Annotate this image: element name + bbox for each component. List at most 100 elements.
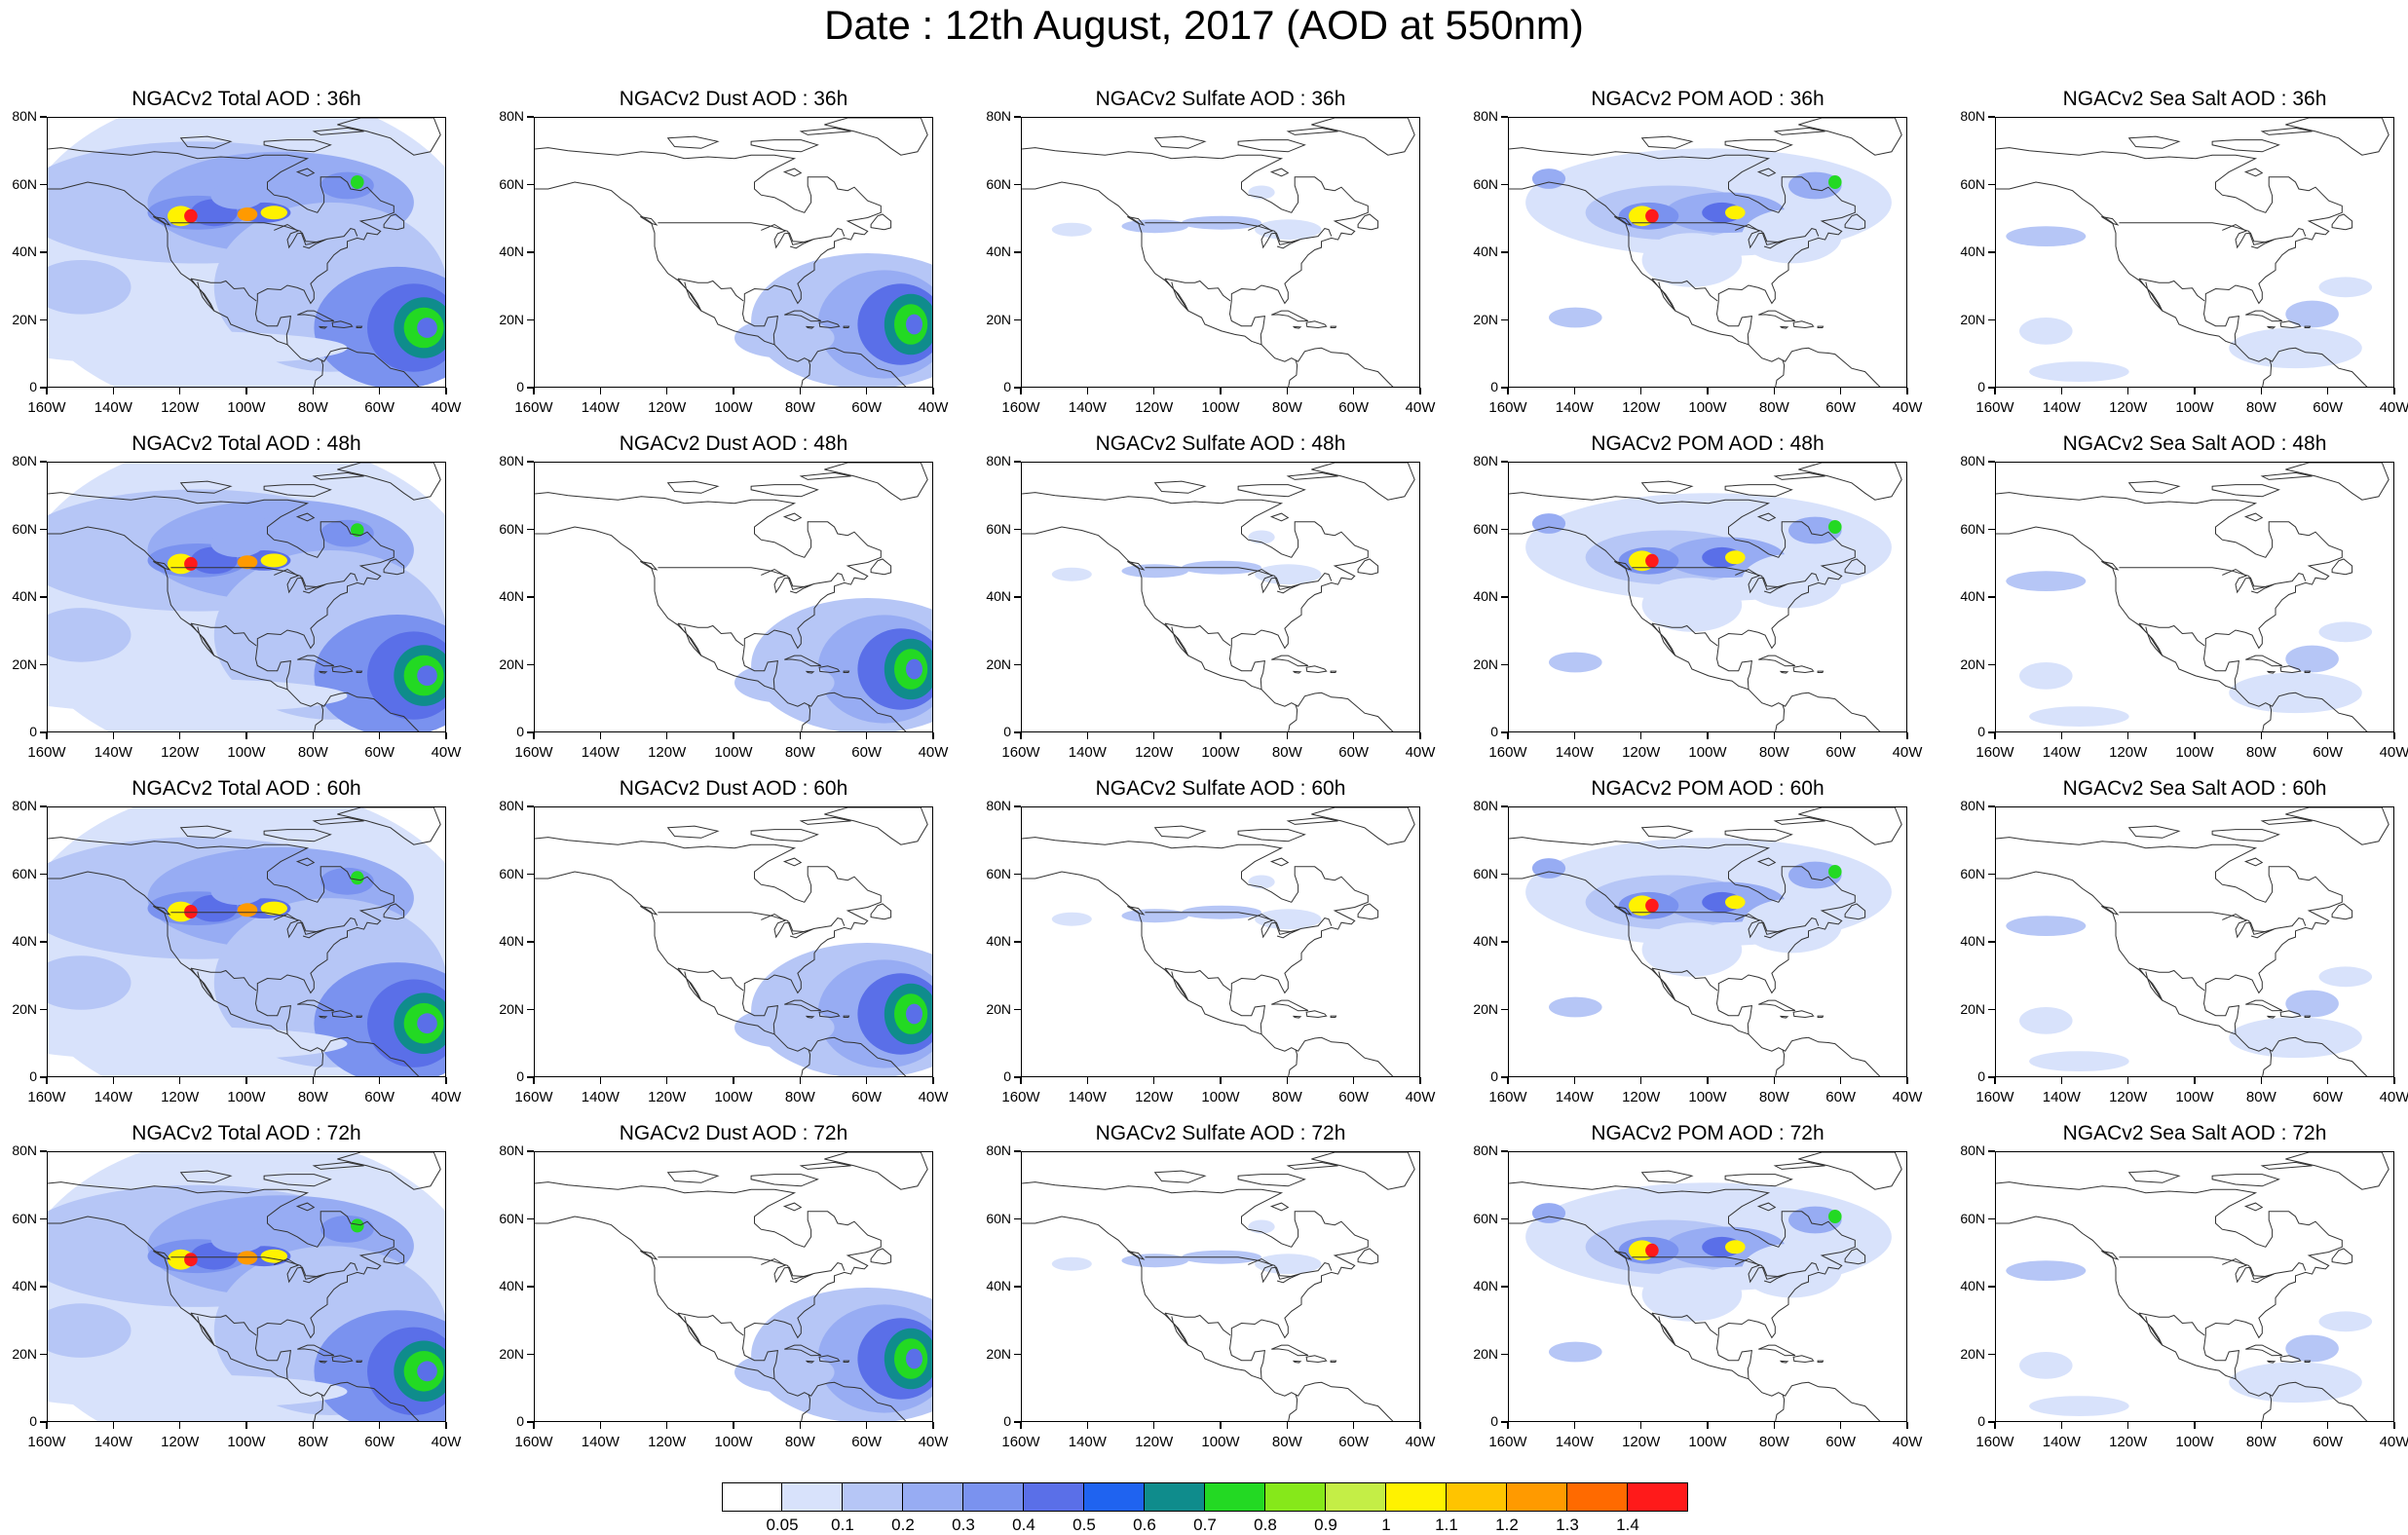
island-hispaniola — [1305, 320, 1328, 329]
map-frame — [1021, 806, 1420, 1077]
y-tick-label: 80N — [1473, 453, 1498, 468]
y-tick-mark — [1014, 941, 1021, 943]
island-cuba — [2245, 655, 2283, 667]
colorbar-swatch — [1145, 1482, 1205, 1512]
panel-title: NGACv2 POM AOD : 72h — [1591, 1122, 1825, 1144]
island-arctic — [1286, 471, 1338, 480]
island-arctic — [750, 1174, 819, 1187]
y-tick-label: 0 — [1003, 1413, 1011, 1429]
border-us-canada — [170, 1256, 358, 1280]
x-tick-mark — [378, 1077, 381, 1084]
y-tick-label: 60N — [499, 520, 524, 537]
aod-plume — [1742, 1243, 1842, 1298]
island-cuba — [1758, 310, 1796, 322]
island-arctic — [1640, 135, 1694, 149]
island-arctic — [1724, 139, 1793, 153]
aod-map — [1022, 118, 1415, 387]
y-tick-label: 60N — [12, 520, 37, 537]
y-tick-label: 80N — [1473, 108, 1498, 124]
x-tick-mark — [112, 388, 115, 394]
panel-title: NGACv2 Sulfate AOD : 36h — [1095, 88, 1346, 110]
x-tick-mark — [599, 388, 602, 394]
y-tick-mark — [1501, 873, 1508, 876]
y-tick-label: 60N — [499, 865, 524, 881]
coastline-pacific — [1509, 871, 1881, 1076]
coastline-atlantic — [1996, 492, 2343, 650]
y-tick-label: 0 — [1003, 1068, 1011, 1084]
island-arctic — [750, 484, 819, 498]
border-us-canada — [2119, 1256, 2307, 1280]
y-tick-label: 20N — [1960, 655, 1985, 672]
aod-plume — [906, 1348, 922, 1369]
x-tick-label: 40W — [1892, 744, 1923, 761]
coastline-south-america — [1775, 704, 1786, 731]
island-newfoundland — [2331, 1248, 2353, 1265]
x-tick-mark — [1906, 732, 1908, 739]
aod-plume — [1788, 1206, 1842, 1234]
island-hispaniola — [1305, 1355, 1328, 1364]
y-tick-mark — [40, 183, 47, 186]
x-tick-mark — [1573, 388, 1576, 394]
y-tick-label: 80N — [499, 798, 524, 813]
colorbar-label: 0.8 — [1254, 1516, 1277, 1534]
island-jamaica — [2266, 325, 2276, 329]
x-tick-label: 100W — [1688, 1434, 1727, 1450]
y-tick-label: 80N — [12, 453, 37, 468]
y-tick-mark — [527, 183, 534, 186]
y-tick-mark — [1014, 1421, 1021, 1423]
coastline-pacific — [535, 526, 907, 731]
y-tick-label: 20N — [499, 1000, 524, 1017]
island-arctic — [799, 471, 851, 480]
x-tick-mark — [2194, 732, 2196, 739]
island-arctic — [1640, 480, 1694, 494]
y-tick-label: 60N — [986, 175, 1011, 192]
coastline-baja — [2138, 967, 2163, 1001]
island-arctic — [263, 139, 332, 153]
x-tick-mark — [2194, 1422, 2196, 1429]
colorbar-label: 1.4 — [1616, 1516, 1639, 1534]
x-tick-label: 60W — [1338, 399, 1370, 416]
x-tick-mark — [1906, 1077, 1908, 1084]
y-tick-label: 40N — [499, 588, 524, 604]
coastline-south-america — [1288, 359, 1298, 387]
map-frame — [47, 1151, 446, 1422]
island-arctic — [750, 139, 819, 153]
x-tick-label: 160W — [1975, 1089, 2014, 1105]
x-tick-label: 40W — [918, 1434, 949, 1450]
aod-plume — [320, 1216, 374, 1243]
coastline-gulf — [1715, 300, 1752, 345]
y-tick-label: 0 — [516, 1068, 524, 1084]
island-jamaica — [805, 1015, 815, 1019]
island-arctic — [179, 1170, 233, 1183]
coastline-pacific — [535, 1216, 907, 1421]
y-tick-label: 0 — [1490, 1068, 1498, 1084]
x-tick-label: 160W — [1001, 399, 1040, 416]
x-tick-label: 60W — [2313, 399, 2344, 416]
y-tick-mark — [1501, 596, 1508, 598]
border-us-canada — [1145, 912, 1333, 935]
greenland-coast — [2285, 807, 2389, 845]
island-newfoundland — [1357, 1248, 1379, 1265]
border-us-canada — [1632, 912, 1820, 935]
aod-plume — [2285, 990, 2339, 1018]
y-tick-mark — [1988, 1353, 1995, 1356]
coastline-south-america — [1775, 1394, 1786, 1421]
y-tick-label: 0 — [516, 1413, 524, 1429]
y-tick-mark — [1988, 1150, 1995, 1152]
y-tick-label: 60N — [1473, 520, 1498, 537]
x-tick-label: 60W — [851, 399, 883, 416]
y-tick-mark — [1014, 387, 1021, 389]
border-us-mexico — [1164, 1312, 1231, 1336]
y-tick-mark — [1988, 251, 1995, 253]
colorbar-label: 1.2 — [1495, 1516, 1519, 1534]
x-tick-label: 160W — [514, 1434, 553, 1450]
y-tick-mark — [1988, 318, 1995, 321]
colorbar-label: 1 — [1381, 1516, 1391, 1534]
x-tick-mark — [1419, 732, 1421, 739]
x-tick-mark — [445, 1422, 447, 1429]
x-tick-label: 100W — [1201, 1434, 1240, 1450]
aod-plume — [210, 182, 265, 209]
y-tick-mark — [1501, 731, 1508, 733]
colorbar-swatch — [1024, 1482, 1084, 1512]
y-tick-label: 20N — [1473, 311, 1498, 327]
